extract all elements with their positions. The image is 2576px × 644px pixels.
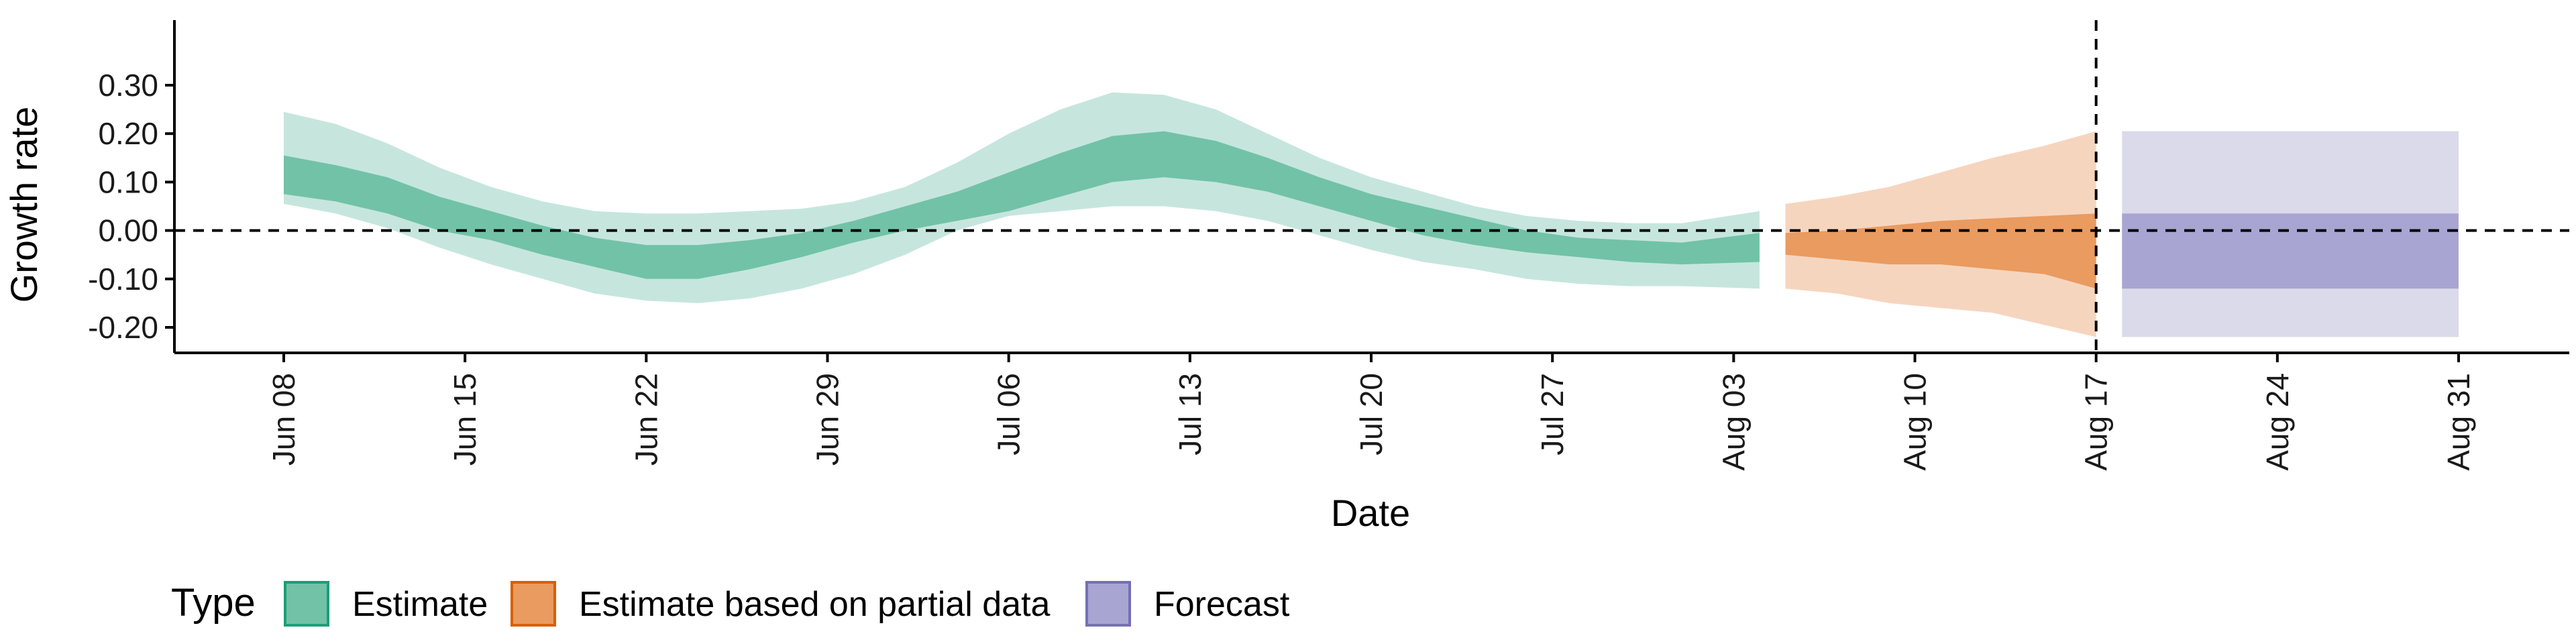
legend-label-forecast: Forecast [1154,585,1290,624]
x-tick-label: Aug 10 [1898,373,1933,471]
x-tick-label: Aug 31 [2441,373,2476,471]
legend-key-estimate [284,581,329,627]
y-tick-label: 0.10 [98,164,158,199]
x-tick-label: Jun 22 [629,373,663,466]
estimate-based-on-partial-data-inner-band [1785,213,2096,289]
legend-title: Type [171,581,256,625]
x-tick-label: Jul 20 [1354,373,1389,455]
estimate-inner-band [284,131,1760,279]
x-tick-label: Jul 13 [1173,373,1208,455]
legend-key-estimate-based-on-partial-data [511,581,556,627]
legend-key-forecast [1085,581,1131,627]
x-axis-ticks: Jun 08 Jun 15 Jun 22 Jun 29 Jul 06 Jul 13 Jul … [266,353,2476,471]
forecast-inner-band [2122,213,2459,289]
y-axis-title: Growth rate [3,107,45,303]
x-tick-label: Jun 29 [810,373,845,466]
x-tick-label: Jul 06 [991,373,1026,455]
legend: Type Estimate Estimate based on partial d… [171,581,1290,627]
y-tick-label: -0.20 [88,310,158,345]
x-tick-label: Aug 24 [2260,373,2295,471]
x-axis-title: Date [1331,492,1410,534]
y-axis-ticks: 0.30 0.20 0.10 0.00 -0.10 -0.20 [88,68,174,345]
y-tick-label: 0.30 [98,68,158,103]
reference-lines [174,20,2569,353]
x-tick-label: Jun 08 [266,373,301,466]
y-tick-label: -0.10 [88,262,158,297]
legend-label-estimate: Estimate [352,585,488,624]
y-tick-label: 0.00 [98,213,158,248]
x-tick-label: Aug 03 [1716,373,1751,471]
x-tick-label: Aug 17 [2079,373,2114,471]
legend-label-estimate-based-on-partial-data: Estimate based on partial data [579,585,1051,624]
x-tick-label: Jul 27 [1535,373,1570,455]
x-tick-label: Jun 15 [447,373,482,466]
series-bands [284,92,2459,337]
y-tick-label: 0.20 [98,116,158,151]
